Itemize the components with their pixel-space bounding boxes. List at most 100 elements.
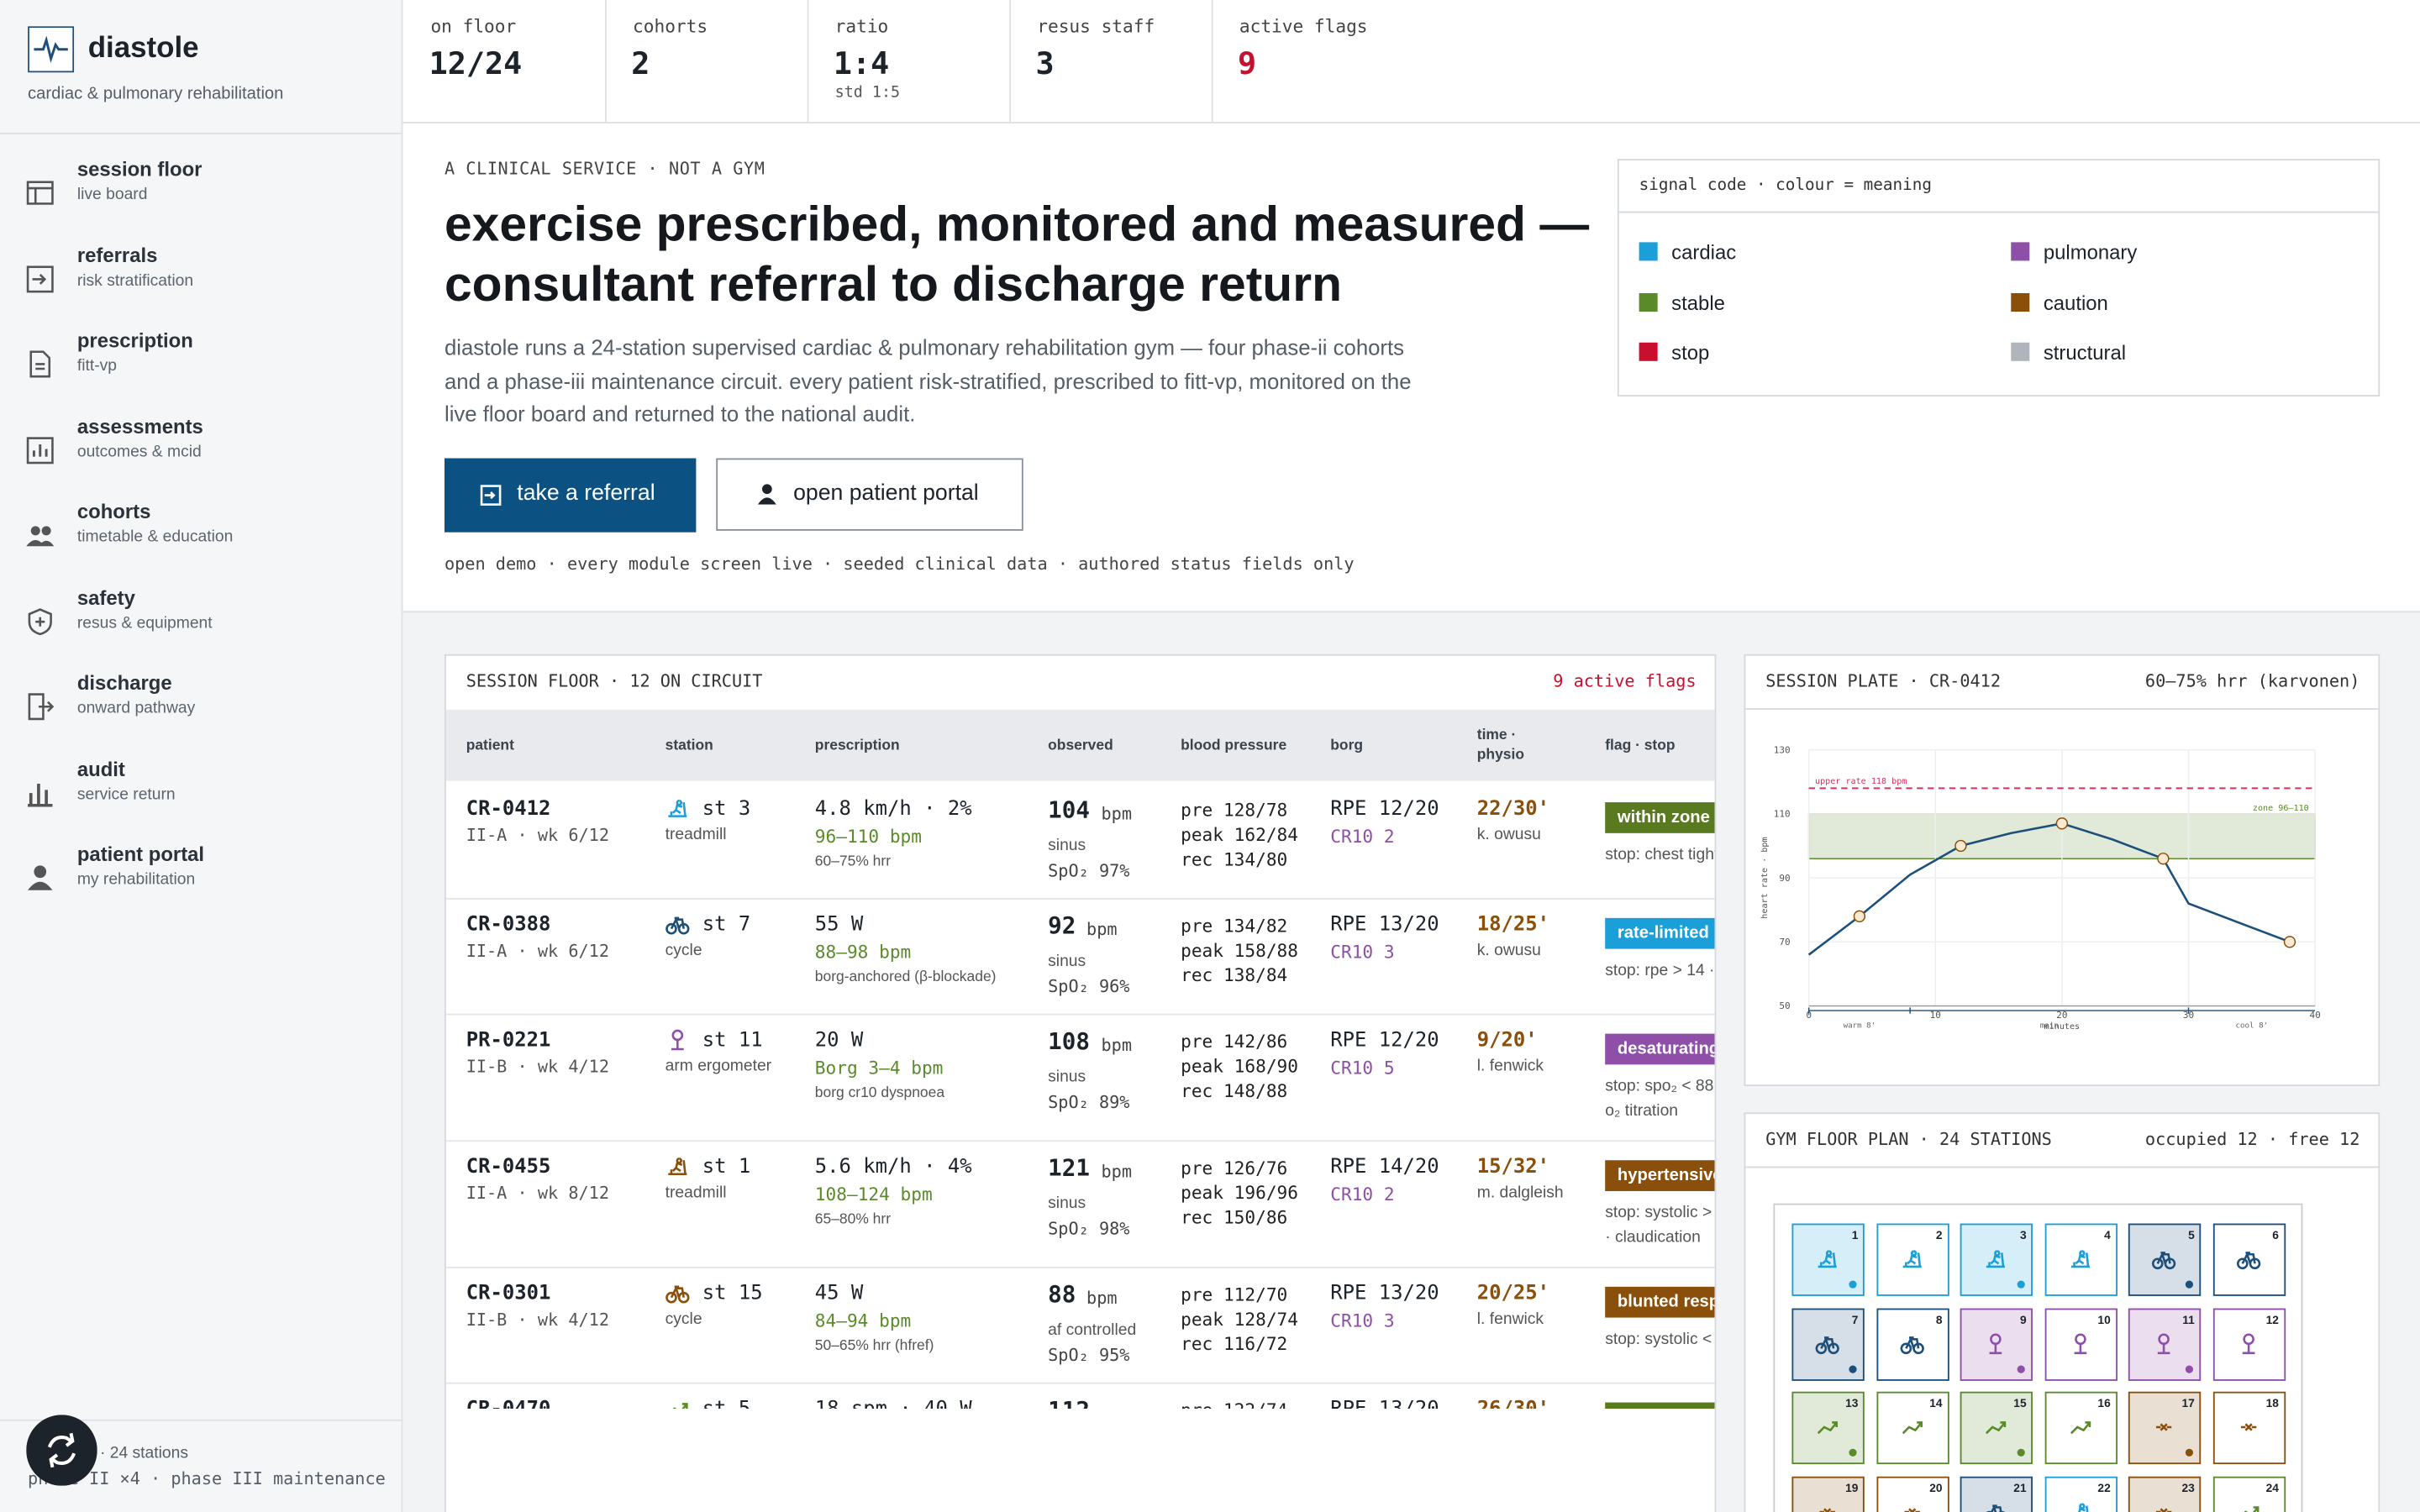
nav-title: session floor [76,157,203,181]
physio: l. fenwick [1476,1057,1544,1076]
station: st 11 [702,1029,763,1053]
x-tick-label: 20 [2056,1010,2067,1021]
station-tile[interactable]: 14 [1876,1391,1949,1465]
station-icon [1899,1499,1923,1512]
flag-badge: rate-limited [1605,917,1715,949]
station-tile[interactable]: 3 [1960,1223,2033,1296]
column-header: station [665,737,713,755]
legend-swatch [2011,242,2030,261]
stat-label: cohorts [633,15,708,38]
legend-label: structural [2043,340,2127,365]
station-number: 6 [2272,1228,2279,1242]
station-tile[interactable]: 5 [2128,1223,2202,1296]
nav-item[interactable]: safety resus & equipment [0,585,402,659]
stat-value: 2 [631,45,650,82]
blood-pressure: pre 112/70 [1181,1284,1288,1305]
station-tile[interactable]: 2 [1876,1223,1949,1296]
station-tile[interactable]: 18 [2212,1391,2286,1465]
station-tile[interactable]: 20 [1876,1475,1949,1512]
station-tile[interactable]: 6 [2212,1223,2286,1296]
station-tile[interactable]: 16 [2044,1391,2118,1465]
panel-title: GYM FLOOR PLAN · 24 STATIONS [1765,1129,2052,1150]
primary-button[interactable]: take a referral [444,458,697,533]
rhythm: af controlled [1048,1320,1137,1340]
station-icon [1983,1247,2007,1279]
station-icon [1899,1247,1923,1279]
station-tile[interactable]: 23 [2128,1475,2202,1512]
time: 20/25' [1476,1282,1550,1305]
nav-item[interactable]: session floor live board [0,157,402,231]
station-tile[interactable]: 24 [2212,1475,2286,1512]
nav-title: patient portal [76,842,205,866]
station-tile[interactable]: 8 [1876,1307,1949,1380]
nav-item[interactable]: discharge onward pathway [0,671,402,745]
station-tile[interactable]: 7 [1791,1307,1865,1380]
stat-label: ratio [834,15,889,38]
secondary-button[interactable]: open patient portal [716,458,1023,531]
nav-icon [26,265,54,300]
legend-swatch [1639,242,1658,261]
patient-id: CR-0470 [466,1398,551,1409]
nav-item[interactable]: prescription fitt-vp [0,328,402,402]
station-tile[interactable]: 21 [1960,1475,2033,1512]
sync-button-svg [26,1415,97,1486]
nav-item[interactable]: assessments outcomes & mcid [0,414,402,488]
column-header: observed [1048,737,1113,755]
station-icon [2236,1499,2260,1512]
button-icon [480,485,502,514]
station-number: 8 [1935,1312,1943,1326]
blood-pressure: pre 134/82 [1181,915,1288,937]
y-axis-label: heart rate · bpm [1760,837,1770,918]
nav-item[interactable]: audit service return [0,757,402,831]
nav-item[interactable]: cohorts timetable & education [0,500,402,574]
station-tile[interactable]: 1 [1791,1223,1865,1296]
logo [28,26,75,80]
panel-divider [1745,708,2379,710]
station-tile[interactable]: 13 [1791,1391,1865,1465]
station-tile[interactable]: 4 [2044,1223,2118,1296]
station-tile[interactable]: 12 [2212,1307,2286,1380]
station: st 15 [702,1282,763,1305]
station-tile[interactable]: 11 [2128,1307,2202,1380]
panel-title: SESSION PLATE · CR-0412 [1765,670,2002,691]
station-number: 11 [2182,1312,2195,1326]
patient-sub: II-B · wk 4/12 [466,1057,609,1078]
station: st 3 [702,797,751,822]
station-number: 20 [1929,1480,1943,1494]
x-tick-label: 40 [2309,1010,2320,1021]
cr10: CR10 2 [1330,825,1395,848]
physio: l. fenwick [1476,1310,1544,1329]
station-icon-svg [1817,1421,1839,1435]
station-icon [2236,1415,2260,1447]
nav-title: safety [76,585,135,609]
station-icon-svg [672,1403,688,1409]
target: 84–94 bpm [814,1310,912,1332]
station: st 5 [702,1398,751,1409]
cr10: CR10 2 [1330,1183,1395,1205]
station-icon-svg [1818,1250,1837,1268]
legend-swatch [1639,342,1658,361]
nav-icon [26,779,54,814]
nav-item[interactable]: referrals risk stratification [0,243,402,317]
sync-button[interactable] [26,1415,97,1494]
station-tile[interactable]: 19 [1791,1475,1865,1512]
station-icon [1899,1331,1923,1363]
hr-chart: 50 70 90 110 130 0 10 20 30 40 upper rate 118 bpm z… [1760,744,2321,1032]
table-body: CR-0412 II-A · wk 6/12 st 3 treadmill 4.8 km… [445,782,1715,1409]
station-tile[interactable]: 15 [1960,1391,2033,1465]
station-number: 23 [2181,1480,2195,1494]
station-icon [1983,1499,2007,1512]
station-icon [2236,1331,2260,1363]
hero-title: exercise prescribed, monitored and measu… [444,196,1590,312]
station-icon [2151,1499,2175,1512]
station-tile[interactable]: 10 [2044,1307,2118,1380]
prescription-note: 65–80% hrr [814,1210,892,1229]
station-tile[interactable]: 22 [2044,1475,2118,1512]
station-tile[interactable]: 9 [1960,1307,2033,1380]
x-tick-label: 10 [1930,1010,1941,1021]
nav-item[interactable]: patient portal my rehabilitation [0,843,402,916]
table-row: CR-0301 II-B · wk 4/12 st 15 cycle 45 W 84–94… [445,1267,1715,1384]
station-tile[interactable]: 17 [2128,1391,2202,1465]
blood-pressure: peak 128/74 [1181,1308,1299,1331]
prescription: 4.8 km/h · 2% [814,797,972,822]
